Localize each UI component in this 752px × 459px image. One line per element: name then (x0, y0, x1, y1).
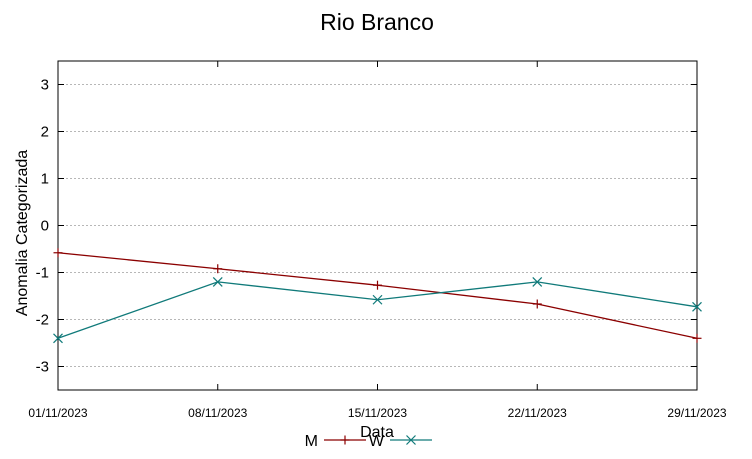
plot-frame (57, 60, 698, 391)
x-tick-label: 29/11/2023 (667, 406, 726, 420)
y-tick-label: 2 (41, 124, 49, 141)
grid-lines (58, 84, 697, 367)
series-w (53, 276, 702, 344)
y-tick-label: -3 (36, 359, 49, 376)
legend-label-w: W (369, 433, 385, 450)
x-tick-label: 08/11/2023 (188, 406, 247, 420)
y-tick-label: 0 (41, 218, 49, 235)
y-axis-ticks: -3 -2 -1 0 1 2 3 (36, 77, 697, 376)
x-axis-ticks: 01/11/2023 08/11/2023 15/11/2023 22/11/2023… (28, 61, 727, 420)
series-w-point (372, 294, 383, 305)
x-tick-label: 01/11/2023 (28, 406, 87, 420)
legend-marker-w (406, 435, 416, 445)
y-tick-label: -2 (36, 312, 49, 329)
legend-label-m: M (305, 433, 318, 450)
series-m-line (57, 252, 698, 339)
series-w-line (57, 281, 698, 339)
chart-title: Rio Branco (320, 9, 434, 35)
series-w-point (692, 301, 702, 312)
series-w-point (53, 333, 63, 344)
y-tick-label: -1 (36, 265, 49, 282)
y-axis-label: Anomalia Categorizada (14, 150, 31, 316)
y-tick-label: 3 (41, 77, 49, 94)
x-tick-label: 22/11/2023 (508, 406, 567, 420)
series-w-point (532, 276, 543, 287)
series-w-point (212, 276, 223, 287)
series-group (53, 248, 702, 344)
x-axis-label: Data (360, 424, 394, 441)
y-tick-label: 1 (41, 171, 49, 188)
x-tick-label: 15/11/2023 (348, 406, 407, 420)
series-m (53, 248, 702, 343)
